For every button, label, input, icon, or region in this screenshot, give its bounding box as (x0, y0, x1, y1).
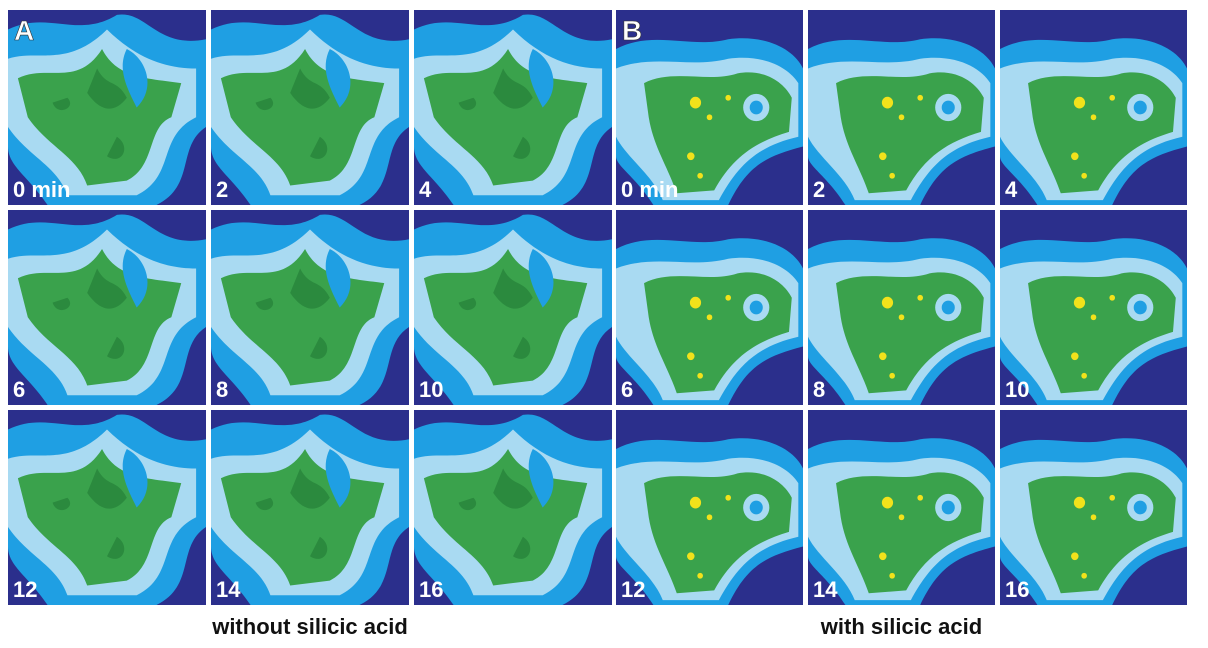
micrograph-panel (414, 410, 612, 605)
frame-label: 10 (1005, 377, 1029, 402)
micrograph-panel (211, 10, 409, 205)
frame-label: 6 (13, 377, 25, 402)
panel-letter: B (622, 15, 642, 46)
frame-label: 14 (813, 577, 838, 602)
micrograph-panel (808, 410, 995, 605)
frame-label: 16 (419, 577, 443, 602)
caption: without silicic acid (211, 614, 408, 639)
micrograph-panel (616, 210, 803, 405)
page: 0 min 2 4 6 8 10 12 14 16 Awithout silicic acid 0 … (0, 0, 1208, 643)
micrograph-panel (1000, 410, 1187, 605)
micrograph-panel (1000, 210, 1187, 405)
frame-label: 10 (419, 377, 443, 402)
caption: with silicic acid (820, 614, 982, 639)
micrograph-panel (8, 410, 206, 605)
frame-label: 0 min (621, 177, 678, 202)
frame-label: 12 (621, 577, 645, 602)
micrograph-panel (808, 10, 995, 205)
frame-label: 6 (621, 377, 633, 402)
micrograph-panel (211, 210, 409, 405)
frame-label: 16 (1005, 577, 1029, 602)
frame-label: 2 (813, 177, 825, 202)
micrograph-panel (1000, 10, 1187, 205)
micrograph-panel (616, 10, 803, 205)
panel-letter: A (14, 15, 34, 46)
micrograph-panel (8, 210, 206, 405)
micrograph-panel (414, 10, 612, 205)
frame-label: 8 (216, 377, 228, 402)
frame-label: 4 (419, 177, 432, 202)
frame-label: 12 (13, 577, 37, 602)
micrograph-panel (808, 210, 995, 405)
micrograph-panel (211, 410, 409, 605)
micrograph-panel (616, 410, 803, 605)
frame-label: 0 min (13, 177, 70, 202)
figure: 0 min 2 4 6 8 10 12 14 16 Awithout silicic acid 0 … (0, 0, 1208, 643)
frame-label: 2 (216, 177, 228, 202)
micrograph-panel (414, 210, 612, 405)
frame-label: 14 (216, 577, 241, 602)
frame-label: 4 (1005, 177, 1018, 202)
frame-label: 8 (813, 377, 825, 402)
micrograph-panel (8, 10, 206, 205)
